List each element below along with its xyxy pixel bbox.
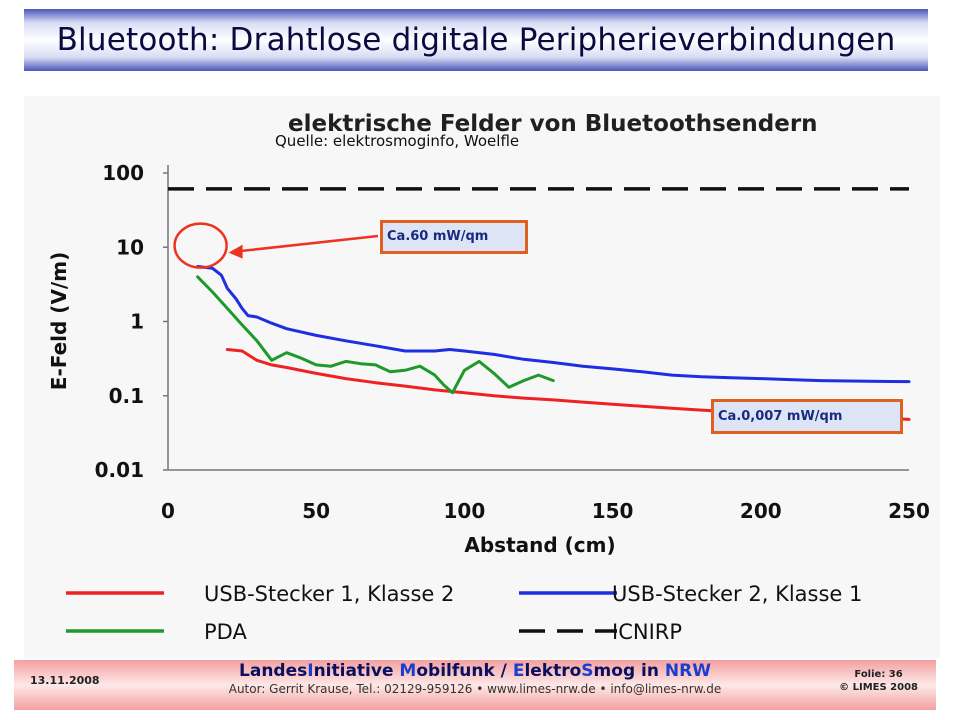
series-line-usb-stecker-2-klasse-1 bbox=[196, 265, 911, 384]
footer-organization-part: lektro bbox=[524, 661, 582, 681]
y-axis-label: E-Feld (V/m) bbox=[47, 252, 71, 390]
footer-organization-part: I bbox=[307, 661, 314, 681]
footer-organization-part: nitiative bbox=[313, 661, 400, 681]
x-tick-label: 150 bbox=[592, 499, 634, 523]
legend: USB-Stecker 1, Klasse 2 USB-Stecker 2, Kl… bbox=[66, 582, 862, 644]
y-tick-label: 0.1 bbox=[109, 384, 144, 408]
slide-number: Folie: 36 bbox=[854, 669, 903, 680]
footer-center: LandesInitiative Mobilfunk / ElektroSmog… bbox=[14, 661, 936, 696]
footer-organization-part: obilfunk / bbox=[416, 661, 513, 681]
footer-organization-part: E bbox=[512, 661, 525, 681]
y-tick-label: 100 bbox=[102, 161, 144, 185]
tick-labels: 100 10 1 0.1 0.01 0 50 100 150 200 250 bbox=[95, 161, 930, 523]
callout-bottom: Ca.0,007 mW/qm bbox=[711, 399, 903, 434]
x-tick-label: 50 bbox=[302, 499, 330, 523]
footer-organization-part: mog in bbox=[593, 661, 665, 681]
legend-label: PDA bbox=[204, 620, 247, 644]
arrow-head bbox=[228, 244, 243, 259]
x-tick-label: 100 bbox=[444, 499, 486, 523]
source-note: Quelle: elektrosmoginfo, Woelfle bbox=[275, 132, 520, 150]
footer-organization-part: M bbox=[399, 661, 417, 681]
x-tick-label: 250 bbox=[888, 499, 930, 523]
footer-organization: LandesInitiative Mobilfunk / ElektroSmog… bbox=[14, 661, 936, 682]
slide-title: Bluetooth: Drahtlose digitale Peripherie… bbox=[56, 22, 896, 58]
series-line-pda bbox=[196, 275, 555, 395]
title-bar: Bluetooth: Drahtlose digitale Peripherie… bbox=[24, 9, 928, 71]
legend-label: USB-Stecker 1, Klasse 2 bbox=[204, 582, 454, 606]
x-tick-label: 200 bbox=[740, 499, 782, 523]
chart-area: elektrische Felder von Bluetoothsendern … bbox=[24, 96, 940, 658]
y-tick-label: 0.01 bbox=[95, 458, 144, 482]
axes bbox=[167, 165, 909, 471]
y-tick-label: 10 bbox=[116, 235, 144, 259]
footer-organization-part: Landes bbox=[239, 661, 308, 681]
legend-label: USB-Stecker 2, Klasse 1 bbox=[612, 582, 862, 606]
legend-label: ICNIRP bbox=[612, 620, 682, 644]
series-lines bbox=[168, 187, 911, 421]
highlight-circle bbox=[173, 222, 228, 269]
footer: 13.11.2008 LandesInitiative Mobilfunk / … bbox=[14, 660, 936, 710]
footer-date: 13.11.2008 bbox=[30, 674, 100, 687]
copyright: © LIMES 2008 bbox=[839, 682, 918, 693]
chart-title: elektrische Felder von Bluetoothsendern bbox=[288, 111, 818, 137]
footer-right: Folie: 36 © LIMES 2008 bbox=[839, 668, 918, 694]
chart-svg: elektrische Felder von Bluetoothsendern … bbox=[47, 111, 930, 644]
x-tick-label: 0 bbox=[161, 499, 175, 523]
y-tick-label: 1 bbox=[130, 310, 144, 334]
footer-organization-part: NRW bbox=[664, 661, 711, 681]
arrow-line bbox=[234, 234, 379, 253]
footer-contact: Autor: Gerrit Krause, Tel.: 02129-959126… bbox=[228, 682, 722, 696]
footer-organization-part: S bbox=[581, 661, 594, 681]
annotations bbox=[173, 222, 379, 269]
callout-top: Ca.60 mW/qm bbox=[380, 220, 528, 254]
x-axis-label: Abstand (cm) bbox=[464, 533, 615, 557]
